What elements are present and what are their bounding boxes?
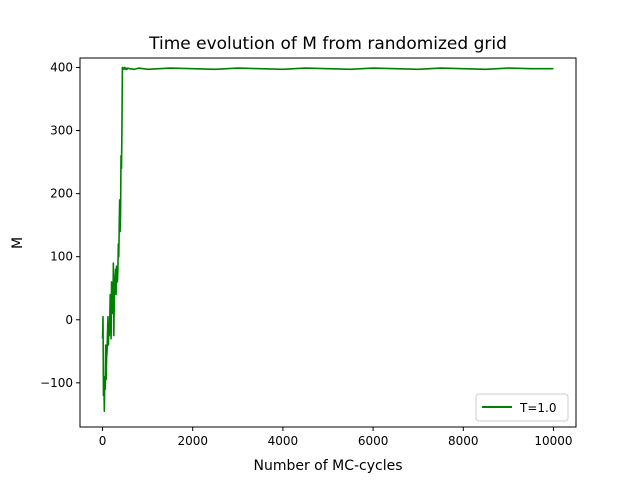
x-tick-label: 0: [99, 434, 107, 448]
y-tick-label: 200: [50, 187, 73, 201]
legend: T=1.0: [475, 393, 569, 422]
x-tick-label: 8000: [448, 434, 479, 448]
x-tick-label: 4000: [268, 434, 299, 448]
y-axis-label: M: [10, 237, 26, 249]
y-axis: −100 0 100 200 300 400: [40, 60, 80, 390]
y-tick-label: 300: [50, 124, 73, 138]
x-axis-label: Number of MC-cycles: [253, 458, 402, 474]
x-tick-label: 6000: [358, 434, 389, 448]
axes-frame: [79, 57, 577, 428]
series-line: [101, 66, 554, 413]
y-tick-label: 100: [50, 250, 73, 264]
x-tick-label: 10000: [534, 434, 572, 448]
y-tick-label: 0: [65, 313, 73, 327]
legend-box: [475, 393, 569, 422]
chart-title: Time evolution of M from randomized grid: [148, 34, 507, 54]
y-tick-label: −100: [40, 376, 73, 390]
legend-label: T=1.0: [519, 401, 556, 415]
x-axis: 0 2000 4000 6000 8000 10000: [99, 427, 573, 448]
x-tick-label: 2000: [177, 434, 208, 448]
series-layer: [101, 66, 554, 413]
plot-area: [79, 57, 577, 428]
y-tick-label: 400: [50, 60, 73, 74]
